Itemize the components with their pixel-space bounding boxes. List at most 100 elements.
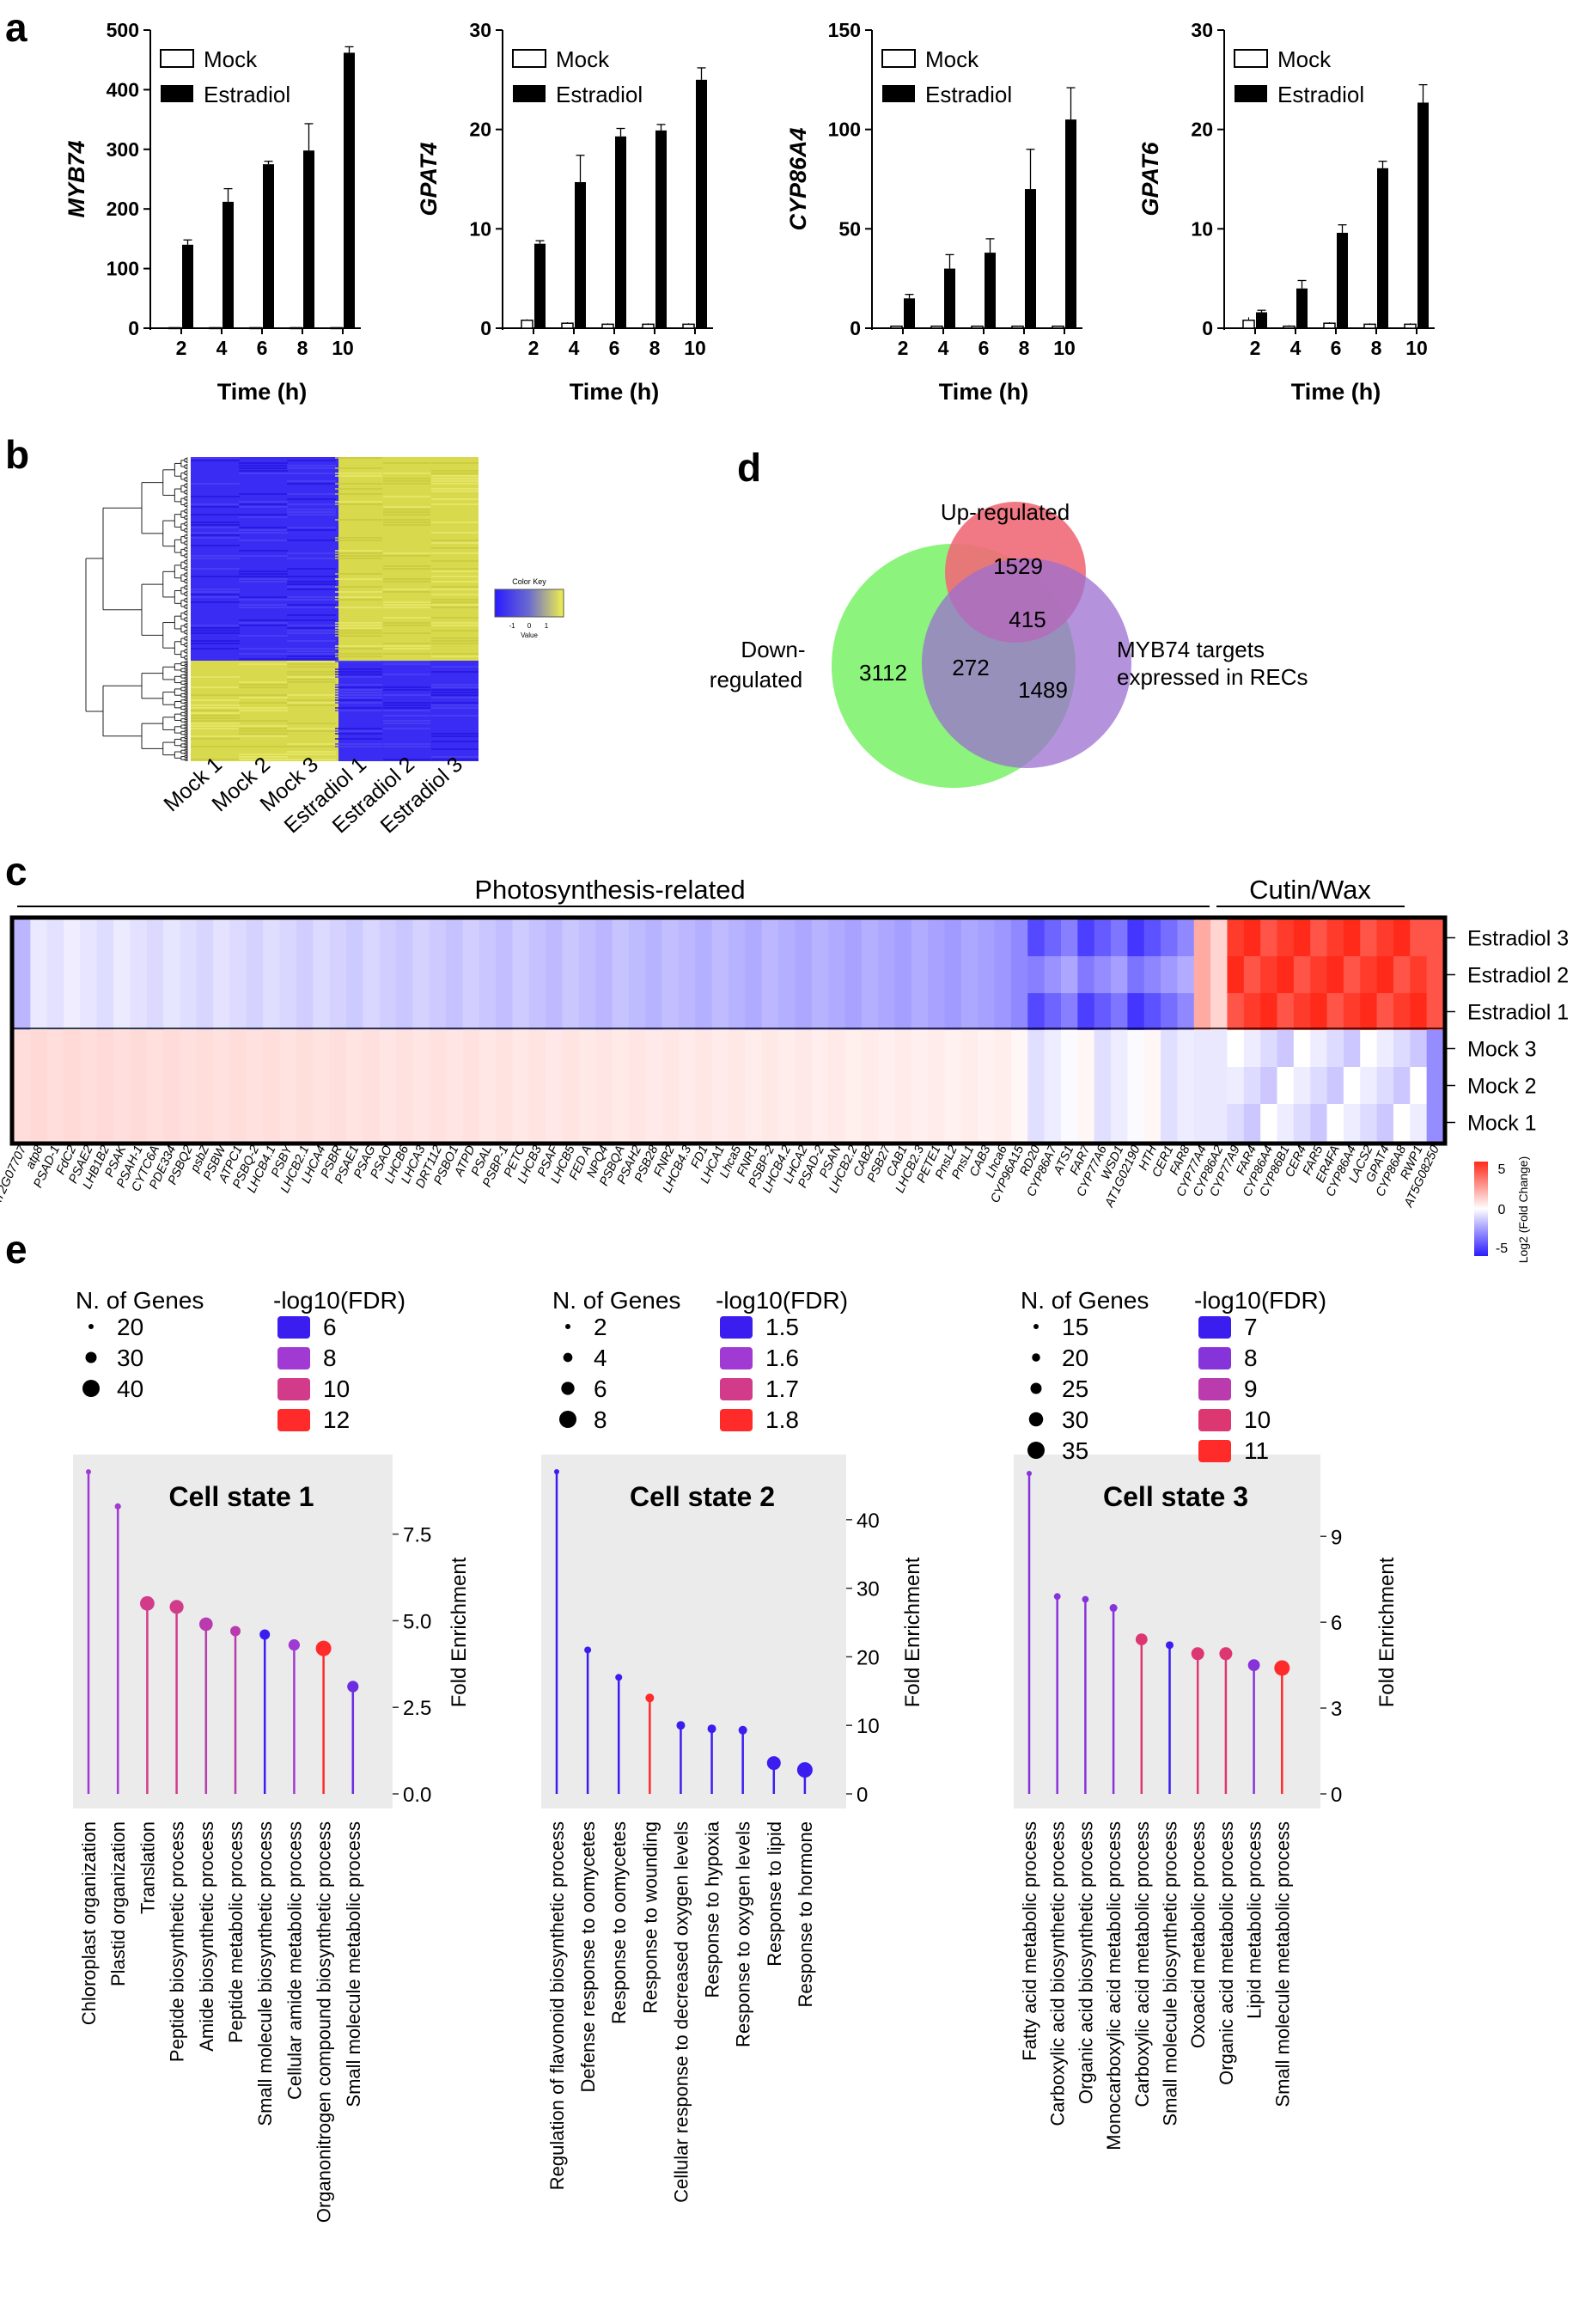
heatmap-c-cell-mock-1-cer1	[1161, 1104, 1179, 1142]
heatmap-c-cell-mock-1-lhca5	[729, 1104, 746, 1142]
heatmap-c-cell-mock-3-cytc6a	[146, 1030, 164, 1068]
heatmap-b-stripe	[239, 725, 288, 727]
heatmap-c-cell-estradiol-2-lhcb6	[396, 956, 413, 994]
heatmap-b-stripe	[335, 627, 382, 629]
heatmap-c-cell-mock-3-lhca2	[795, 1030, 813, 1068]
heatmap-b-stripe	[287, 699, 336, 701]
heatmap-c-cell-mock-2-psae1	[345, 1067, 363, 1105]
heatmap-b-stripe	[431, 702, 479, 704]
heatmap-b-stripe	[335, 645, 382, 647]
heatmap-c-cell-estradiol-2-far4	[1243, 956, 1261, 994]
heatmap-c-cell-estradiol-3-at5g08250	[1426, 919, 1444, 957]
heatmap-b-stripe	[191, 576, 240, 577]
heatmap-b-stripe	[239, 576, 288, 577]
heatmap-b-stripe	[383, 707, 430, 709]
heatmap-c-cell-mock-3-psaf	[546, 1030, 564, 1068]
cell-state-2-size-legend-dot-1	[563, 1352, 573, 1363]
heatmap-b-stripe	[431, 540, 479, 541]
heatmap-c-cell-mock-3-lhcb4-1	[263, 1030, 281, 1068]
heatmap-b-stripe	[431, 599, 479, 601]
heatmap-c-cell-estradiol-3-psby	[279, 919, 297, 957]
heatmap-b-stripe	[191, 728, 240, 729]
heatmap-c-cell-mock-2-fnr1	[745, 1067, 763, 1105]
heatmap-b-stripe	[431, 478, 479, 479]
cell-state-3-size-legend-dot-4	[1027, 1442, 1045, 1459]
heatmap-b-stripe	[431, 694, 479, 696]
heatmap-c-cell-mock-2-rd20	[1027, 1067, 1046, 1105]
heatmap-c-cell-mock-3-at2g07707	[14, 1030, 31, 1068]
cell-state-3-color-legend-label-4: 11	[1244, 1437, 1269, 1464]
heatmap-c-cell-mock-3-lhca1	[711, 1030, 729, 1068]
heatmap-c-cell-mock-2-lhca2	[795, 1067, 813, 1105]
heatmap-b-stripe	[335, 488, 382, 490]
heatmap-b-stripe	[191, 524, 240, 526]
cell-state-2-ytick-label-1: 10	[857, 1715, 880, 1738]
heatmap-c-cell-mock-2-drt112	[429, 1067, 447, 1105]
heatmap-c-cell-mock-1-psbo1	[446, 1104, 464, 1142]
heatmap-c-cell-estradiol-3-pete1	[928, 919, 946, 957]
heatmap-c-cell-estradiol-2-psad-1	[46, 956, 64, 994]
chart-3-bar-mock-6h	[971, 325, 984, 329]
cell-state-1-size-legend-label-0: 20	[117, 1314, 143, 1340]
cell-state-2-dot-response-to-oomycetes	[615, 1674, 623, 1681]
heatmap-b-stripe	[383, 715, 430, 717]
heatmap-c-cell-mock-2-fdc2	[64, 1067, 81, 1105]
heatmap-c-cell-mock-2-far5	[1310, 1067, 1328, 1105]
heatmap-c-cell-mock-1-psal	[479, 1104, 497, 1142]
chart-3-bar-mock-10h	[1052, 325, 1064, 329]
heatmap-b-stripe	[335, 738, 382, 740]
heatmap-c-cell-estradiol-1-cyp86a4	[1343, 993, 1361, 1031]
cell-state-2-term-response-to-hormone: Response to hormone	[795, 1821, 816, 2007]
heatmap-c-cell-estradiol-3-cyp77a4	[1193, 919, 1211, 957]
heatmap-c-cell-estradiol-3-fed-a	[578, 919, 596, 957]
heatmap-c-cell-estradiol-1-fnr2	[661, 993, 680, 1031]
heatmap-b-stripe	[287, 679, 336, 680]
heatmap-c-cell-mock-3-far4	[1243, 1030, 1261, 1068]
heatmap-b-stripe	[191, 648, 240, 650]
cell-state-3-size-legend-label-2: 25	[1062, 1375, 1088, 1402]
heatmap-b-stripe	[191, 522, 240, 523]
cell-state-3-dot-oxoacid-metabolic-process	[1191, 1647, 1204, 1661]
cell-state-3-term-carboxylic-acid-metabolic-process: Carboxylic acid metabolic process	[1131, 1821, 1153, 2107]
cell-state-1-term-small-molecule-biosynthetic-process: Small molecule biosynthetic process	[254, 1821, 276, 2126]
heatmap-c-cell-mock-3-psbr	[329, 1030, 347, 1068]
heatmap-c-cell-estradiol-2-cyp96a15	[1010, 956, 1028, 994]
heatmap-b-stripe	[191, 483, 240, 485]
heatmap-c-cell-estradiol-1-psad-2	[811, 993, 829, 1031]
heatmap-c-cell-mock-1-cyp86a4	[1260, 1104, 1278, 1142]
heatmap-c-cell-mock-2-psbw	[213, 1067, 231, 1105]
heatmap-b-stripe	[335, 632, 382, 634]
chart-2-legend-label-estradiol: Estradiol	[556, 82, 643, 107]
heatmap-c-cell-mock-3-cyp86a4	[1260, 1030, 1278, 1068]
heatmap-c-cell-estradiol-1-far4	[1243, 993, 1261, 1031]
chart-4-ytick-label-0: 0	[1202, 317, 1213, 339]
heatmap-c-cell-estradiol-3-lacs2	[1360, 919, 1378, 957]
heatmap-b-stripe	[287, 661, 336, 662]
chart-3-ytick-label-1: 50	[838, 217, 861, 240]
heatmap-c-cell-estradiol-3-cab3	[978, 919, 996, 957]
heatmap-c-cell-mock-1-lhcb4-3	[678, 1104, 696, 1142]
heatmap-b-stripe	[191, 625, 240, 626]
heatmap-b-stripe	[383, 480, 430, 482]
heatmap-c-cell-estradiol-2-far7	[1077, 956, 1095, 994]
heatmap-c-cell-estradiol-2-psae2	[80, 956, 98, 994]
cell-state-2-color-legend-label-3: 1.8	[765, 1406, 799, 1433]
heatmap-c-cell-estradiol-2-cyp86a8	[1393, 956, 1411, 994]
heatmap-c-cell-estradiol-1-gpat4	[1376, 993, 1394, 1031]
heatmap-c-cell-mock-2-atpc1	[229, 1067, 247, 1105]
chart-1-legend-swatch-mock	[160, 49, 194, 68]
heatmap-c-cell-mock-3-wsd1	[1111, 1030, 1128, 1068]
cell-state-1-color-legend-label-0: 6	[323, 1314, 337, 1340]
heatmap-b-stripe	[239, 550, 288, 552]
heatmap-b-stripe	[383, 746, 430, 747]
cell-state-2-dot-regulation-of-flavonoid-biosynthetic-process	[554, 1468, 559, 1474]
heatmap-c-row-label-mock-2: Mock 2	[1467, 1075, 1537, 1099]
heatmap-c-cell-estradiol-2-lhca5	[729, 956, 746, 994]
heatmap-b-stripe	[383, 723, 430, 724]
heatmap-b-stripe	[431, 552, 479, 554]
cell-state-1-term-plastid-organization: Plastid organization	[107, 1821, 129, 1986]
heatmap-c-cell-mock-3-lacs2	[1360, 1030, 1378, 1068]
heatmap-c-cell-mock-2-psad-1	[46, 1067, 64, 1105]
chart-2-legend-label-mock: Mock	[556, 46, 610, 72]
heatmap-b-stripe	[335, 686, 382, 688]
